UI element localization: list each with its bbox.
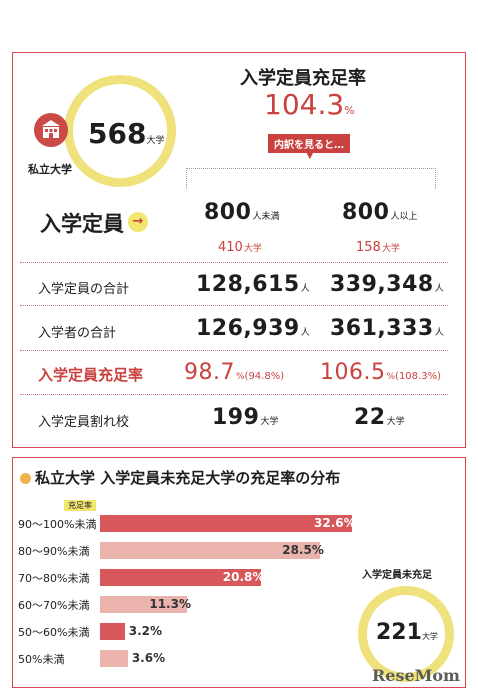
value: 199: [212, 405, 260, 430]
distribution-panel: [12, 457, 466, 688]
bar-value-label: 3.2%: [128, 624, 163, 638]
bar: [100, 623, 125, 640]
breakdown-tag: 内訳を見ると…: [268, 134, 350, 153]
col2-cap-value: 800: [342, 200, 390, 225]
prev-value: (108.3%): [395, 371, 441, 382]
row-label: 入学定員の合計: [38, 282, 130, 297]
bar: [100, 542, 321, 559]
bar: [100, 596, 188, 613]
shortfall-ring: [358, 586, 454, 682]
col1-schools-value: 410: [218, 240, 243, 255]
row-divider: [20, 305, 448, 306]
chart-title: 私立大学 入学定員未充足大学の充足率の分布: [35, 469, 341, 487]
row-label: 入学定員充足率: [38, 366, 144, 384]
arrow-right-icon: →: [128, 212, 148, 232]
shortfall-count: 221大学: [376, 620, 438, 645]
row-label: 入学定員割れ校: [38, 415, 130, 430]
col1-cap-value: 800: [204, 200, 252, 225]
col2-schools-unit: 大学: [381, 244, 400, 254]
row-divider: [20, 350, 448, 351]
row-value-1: 128,615人: [196, 272, 310, 297]
row-label: 入学者の合計: [38, 326, 117, 341]
category-label: 60～70%未満: [18, 599, 90, 612]
value: 126,939: [196, 316, 300, 341]
unit: %: [235, 372, 245, 382]
breakdown-bracket: [186, 168, 436, 189]
row-value-2: 22大学: [354, 405, 405, 430]
capacity-heading: 入学定員: [40, 212, 124, 236]
row-value-2: 339,348人: [330, 272, 444, 297]
fill-rate: 104.3%: [264, 88, 355, 121]
value: 128,615: [196, 272, 300, 297]
unit: 人: [434, 284, 444, 294]
row-value-1: 199大学: [212, 405, 278, 430]
row-value-2: 361,333人: [330, 316, 444, 341]
value: 22: [354, 405, 386, 430]
fill-rate-unit: %: [344, 104, 355, 117]
count-ring: [64, 75, 176, 187]
row-value-1: 98.7%(94.8%): [184, 360, 284, 385]
category-label: 50%未満: [18, 653, 65, 666]
fill-rate-value: 104.3: [264, 88, 345, 121]
value: 339,348: [330, 272, 434, 297]
bar-value-label: 28.5%: [282, 543, 324, 557]
category-label: 50～60%未満: [18, 626, 90, 639]
bar-value-label: 11.3%: [149, 597, 191, 611]
col2-cap-unit: 人以上: [390, 212, 418, 222]
category-label: 90～100%未満: [18, 518, 97, 531]
school-count: 568大学: [88, 117, 164, 150]
bar: [100, 569, 261, 586]
unit: 大学: [260, 417, 279, 427]
col1-schools: 410大学: [218, 236, 262, 255]
school-building-icon: [34, 113, 68, 147]
private-univ-label: 私立大学: [28, 163, 72, 176]
watermark-logo: ReseMom: [372, 666, 460, 685]
bar: [100, 515, 352, 532]
col1-cap-unit: 人未満: [252, 212, 280, 222]
value: 361,333: [330, 316, 434, 341]
col2-schools-value: 158: [356, 240, 381, 255]
col2-cap: 800人以上: [342, 200, 417, 225]
bar-value-label: 32.6%: [314, 516, 356, 530]
row-value-1: 126,939人: [196, 316, 310, 341]
unit: 人: [434, 328, 444, 338]
unit: 人: [300, 284, 310, 294]
arrow-down-icon: ▼: [306, 150, 314, 161]
col1-cap: 800人未満: [204, 200, 279, 225]
legend-tag: 充足率: [64, 500, 96, 511]
bullet-dot-icon: [20, 473, 31, 484]
col2-schools: 158大学: [356, 236, 400, 255]
school-count-unit: 大学: [146, 136, 165, 146]
row-divider: [20, 262, 448, 263]
bar-value-label: 3.6%: [131, 651, 166, 665]
unit: 大学: [386, 417, 405, 427]
fill-rate-title: 入学定員充足率: [240, 68, 366, 89]
prev-value: (94.8%): [244, 371, 285, 382]
unit: 人: [300, 328, 310, 338]
col1-schools-unit: 大学: [243, 244, 262, 254]
value: 106.5: [320, 360, 386, 385]
shortfall-count-value: 221: [376, 620, 422, 645]
category-label: 80～90%未満: [18, 545, 90, 558]
unit: %: [386, 372, 396, 382]
school-count-value: 568: [88, 117, 147, 150]
row-value-2: 106.5%(108.3%): [320, 360, 441, 385]
bar-value-label: 20.8%: [222, 570, 265, 584]
summary-panel: [12, 52, 466, 448]
shortfall-label: 入学定員未充足: [362, 570, 432, 581]
value: 98.7: [184, 360, 235, 385]
bar: [100, 650, 128, 667]
row-divider: [20, 394, 448, 395]
category-label: 70～80%未満: [18, 572, 90, 585]
shortfall-count-unit: 大学: [421, 632, 438, 641]
